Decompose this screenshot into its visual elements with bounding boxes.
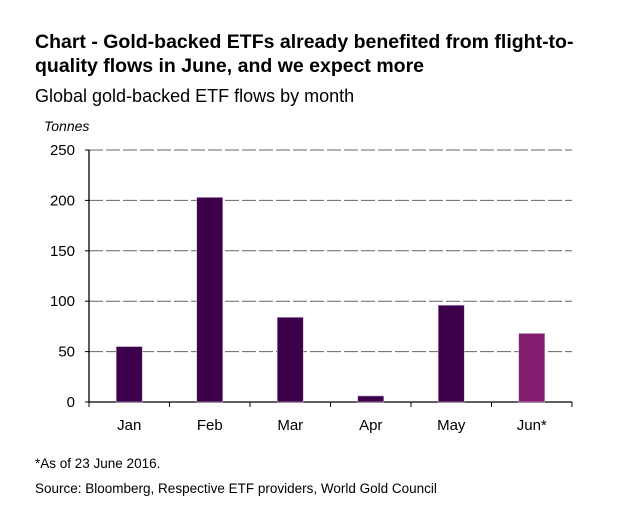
y-tick-label: 150 xyxy=(50,243,75,260)
bar-jun xyxy=(518,333,546,403)
footnote: *As of 23 June 2016. xyxy=(35,456,161,471)
chart-subtitle: Global gold-backed ETF flows by month xyxy=(35,86,355,106)
y-tick-label: 200 xyxy=(50,192,75,209)
chart-title: Chart - Gold-backed ETFs already benefit… xyxy=(35,31,574,77)
bar-jan xyxy=(115,346,143,403)
x-tick-label: Apr xyxy=(359,417,382,434)
bar-mar xyxy=(276,317,304,403)
x-tick-label: Jan xyxy=(117,417,141,434)
y-axis-label: Tonnes xyxy=(44,118,90,134)
x-tick-label: May xyxy=(437,417,466,434)
bar-apr xyxy=(357,395,385,403)
source-note: Source: Bloomberg, Respective ETF provid… xyxy=(35,481,437,496)
y-tick-label: 50 xyxy=(58,344,75,361)
x-tick-label: Feb xyxy=(197,417,223,434)
bar-feb xyxy=(196,197,224,403)
y-tick-label: 250 xyxy=(50,142,75,159)
x-tick-label: Jun* xyxy=(517,417,547,434)
x-tick-label: Mar xyxy=(277,417,303,434)
y-tick-label: 100 xyxy=(50,293,75,310)
bar-may xyxy=(437,304,465,403)
y-tick-label: 0 xyxy=(67,394,75,411)
